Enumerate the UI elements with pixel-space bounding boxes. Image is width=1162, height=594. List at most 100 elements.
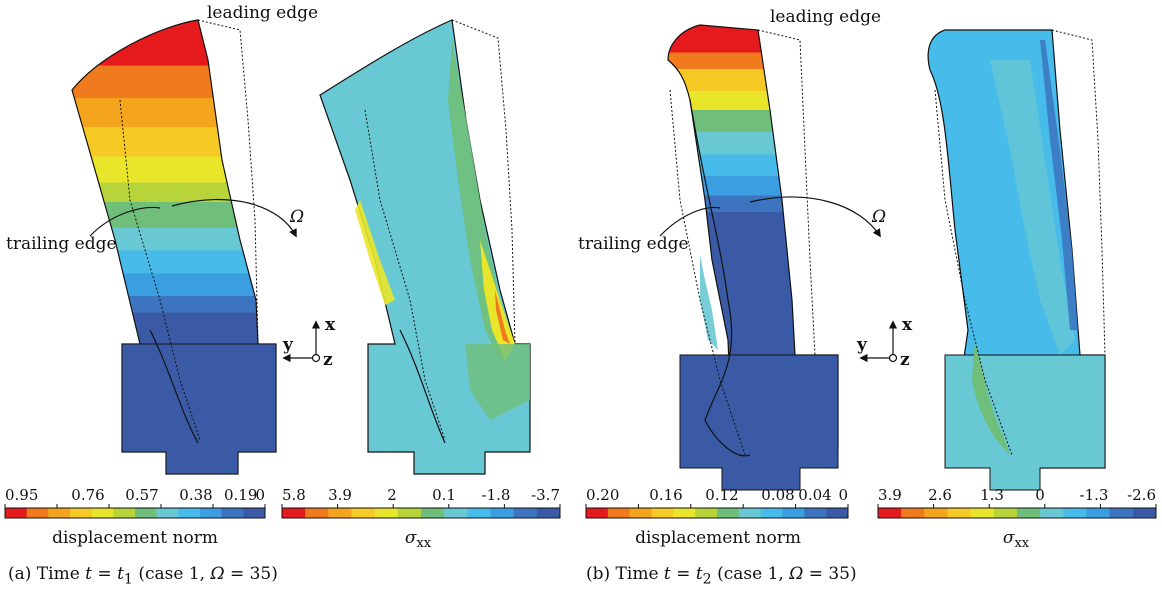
caption-end: = 35) (803, 564, 857, 584)
cbar-tick: 2 (387, 486, 397, 504)
colorbar-segment (1086, 508, 1111, 518)
colorbar-segment (48, 508, 71, 518)
caption-omega: Ω (789, 564, 804, 584)
colorbar-frame (4, 507, 266, 519)
leading-edge-label-a: leading edge (207, 3, 318, 23)
colorbar-segment (536, 508, 561, 518)
undeformed-trailing-a (119, 99, 201, 441)
colorbar-segment (135, 508, 158, 518)
x-axis-label-b: x (902, 315, 913, 335)
cbar-tick: 3.9 (878, 486, 902, 504)
cbar-tick: -1.8 (482, 486, 511, 504)
cbar-tick: -2.6 (1127, 486, 1156, 504)
z-axis-marker-b (888, 353, 898, 363)
cbar-tick: 1.3 (980, 486, 1004, 504)
colorbar-segment (673, 508, 696, 518)
caption-prefix: (a) Time (8, 564, 86, 584)
cbar-tick: 0.08 (761, 486, 794, 504)
colorbar-segment (1017, 508, 1041, 518)
caption-sym: t (117, 564, 124, 584)
stress-band-green-b (972, 340, 1010, 455)
colorbar-segment (760, 508, 783, 518)
colorbar-segment (91, 508, 114, 518)
cbar-title: σxx (1003, 528, 1030, 551)
sigma-symbol: σ (1003, 528, 1015, 548)
colorbar-segment (178, 508, 201, 518)
caption-b: (b) Time t = t2 (case 1, Ω = 35) (586, 564, 857, 587)
trailing-edge-label-a: trailing edge (6, 234, 117, 254)
y-axis-label-b: y (856, 335, 868, 355)
z-axis-marker-a (311, 353, 321, 363)
blade-curve-b (689, 99, 751, 457)
axes-triad-b: x y z (856, 315, 913, 370)
stress-band-cyan-b (990, 60, 1075, 355)
stress-band-green-a (448, 40, 515, 360)
colorbar-segment (1063, 508, 1087, 518)
colorbar-segment (328, 508, 352, 518)
colorbar-segment (804, 508, 827, 518)
trailing-edge-pointer-a (89, 206, 161, 237)
sigma-subscript: xx (1014, 536, 1029, 551)
caption-sym: t (695, 564, 703, 584)
leading-edge-label-b: leading edge (770, 7, 881, 27)
cbar-tick: 0.20 (586, 486, 619, 504)
colorbar-segment (490, 508, 515, 518)
colorbar-frame (585, 507, 849, 519)
panel-b-displacement-blade (667, 24, 839, 491)
colorbar-stress-b: 3.9 2.6 1.3 0 -1.3 -2.6 σxx (877, 486, 1157, 551)
caption-sub: 2 (702, 571, 712, 588)
stress-band-orange-a (495, 290, 510, 344)
colorbar-segment (200, 508, 223, 518)
caption-eq: = (92, 564, 118, 584)
colorbar-segment (1109, 508, 1134, 518)
cbar-tick: 0.95 (5, 486, 38, 504)
root-block-b (679, 354, 839, 491)
panel-b: leading edge trailing edge Ω x y z 0.20 … (578, 7, 1157, 551)
cbar-tick: 0.57 (125, 486, 158, 504)
z-axis-label-a: z (323, 350, 333, 370)
cbar-title: displacement norm (52, 528, 218, 548)
y-axis-label-a: y (282, 335, 294, 355)
cbar-tick: -3.7 (531, 486, 560, 504)
cbar-tick: 5.8 (282, 486, 306, 504)
stress-root-green-a (465, 344, 530, 420)
caption-var: t (85, 564, 93, 584)
rotation-arrow-a (171, 198, 297, 238)
undeformed-trailing-b2 (934, 89, 1013, 456)
caption-post: (case 1, (132, 564, 211, 584)
colorbar-segment (782, 508, 805, 518)
trailing-edge-label-b: trailing edge (578, 234, 689, 254)
colorbar-segment (970, 508, 995, 518)
colorbar-segment (421, 508, 445, 518)
blade-root-curve-a (149, 329, 199, 444)
colorbar-segment (5, 508, 28, 518)
colorbar-segment (878, 508, 902, 518)
caption-var: t (663, 564, 671, 584)
cbar-tick: -1.3 (1080, 486, 1109, 504)
cbar-tick: 0.16 (649, 486, 682, 504)
panel-a-stress-blade (319, 19, 531, 475)
undeformed-trailing-b (669, 89, 746, 456)
cbar-tick: 0.04 (798, 486, 831, 504)
omega-label-a: Ω (289, 207, 304, 227)
colorbar-segment (1132, 508, 1157, 518)
undeformed-outline-b2 (1051, 29, 1106, 356)
colorbar-segment (651, 508, 674, 518)
cbar-title: displacement norm (635, 528, 801, 548)
colorbar-segment (444, 508, 468, 518)
colorbar-stress-a: 5.8 3.9 2 0.1 -1.8 -3.7 σxx (281, 486, 561, 551)
colorbar-segment (629, 508, 652, 518)
cbar-tick: 0.12 (705, 486, 738, 504)
root-block-a (121, 343, 277, 475)
cbar-tick: 0.38 (179, 486, 212, 504)
panel-a-displacement-blade (71, 19, 277, 475)
colorbar-segment (826, 508, 849, 518)
panel-a: leading edge trailing edge Ω x y z 0.95 … (4, 3, 561, 551)
colorbar-segment (947, 508, 972, 518)
sigma-symbol: σ (405, 528, 417, 548)
panel-b-stress-blade (927, 29, 1106, 491)
stress-band-blue-b (1040, 40, 1078, 330)
colorbar-frame (877, 507, 1157, 519)
colorbar-segment (717, 508, 740, 518)
colorbar-segment (513, 508, 538, 518)
